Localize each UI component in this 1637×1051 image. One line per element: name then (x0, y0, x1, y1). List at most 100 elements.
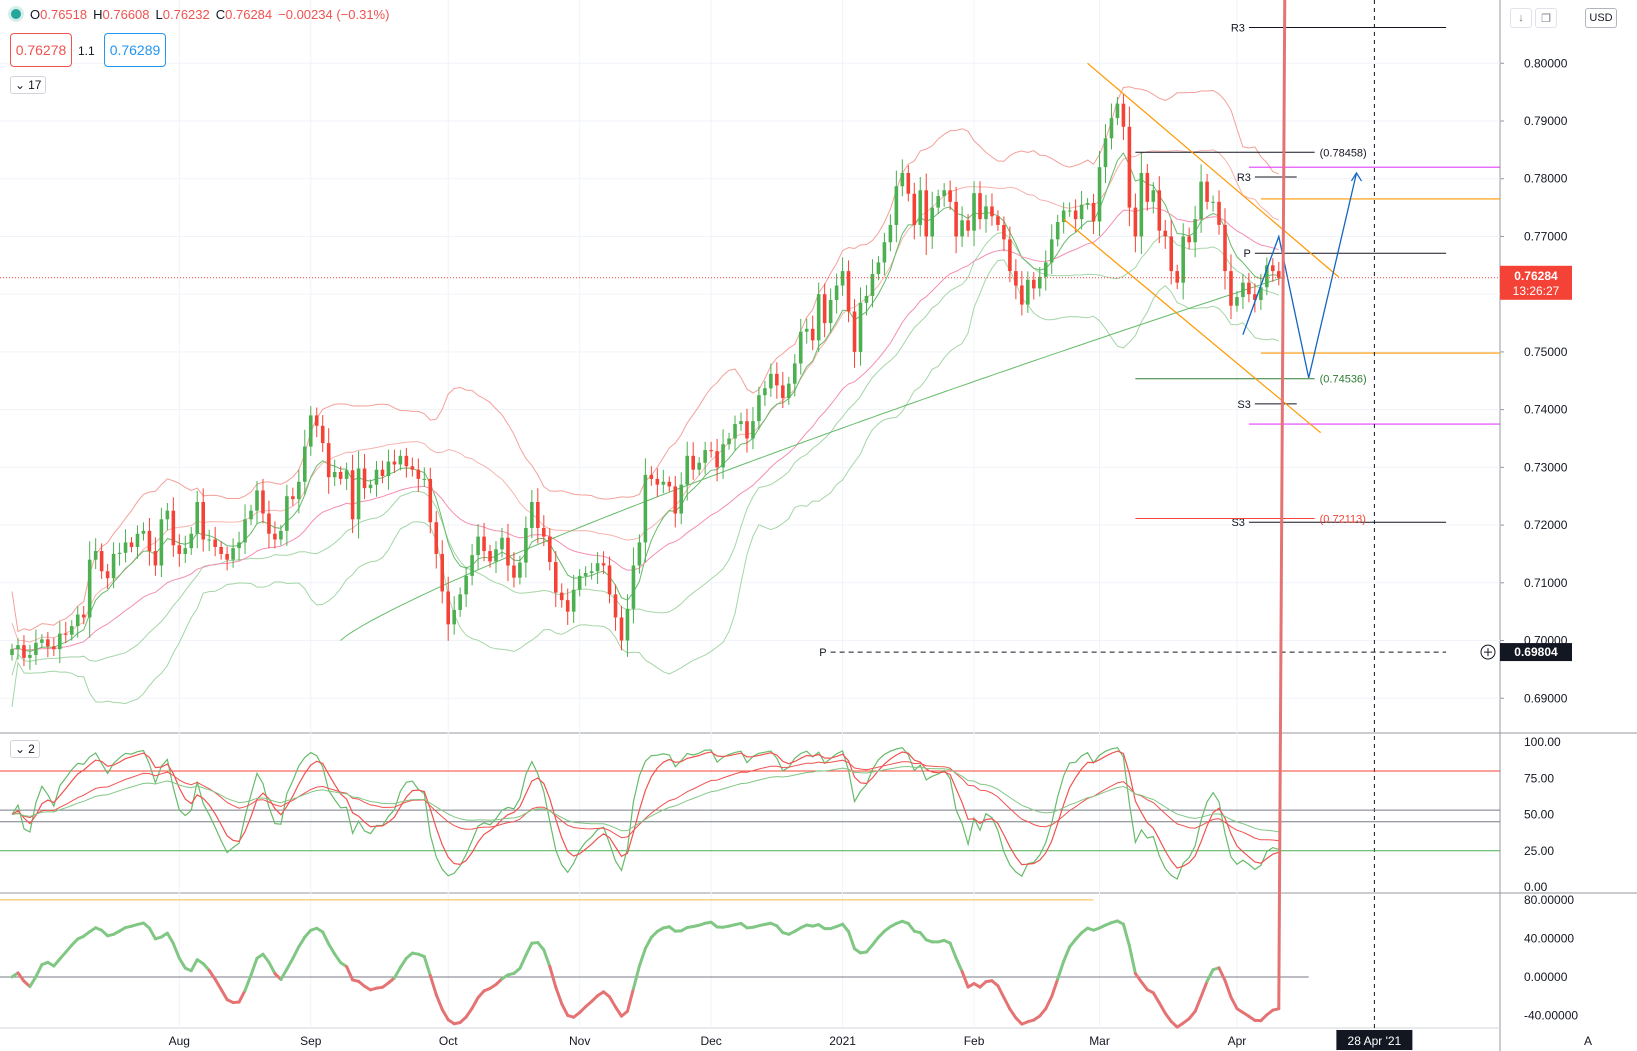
candle (159, 507, 164, 578)
momentum-segment (554, 985, 564, 1006)
candle-body (1253, 294, 1257, 300)
candle (189, 526, 194, 555)
momentum-segment (841, 922, 851, 934)
candle (392, 449, 397, 473)
momentum-segment (631, 964, 641, 991)
candle (22, 635, 26, 667)
momentum-segment (1205, 968, 1215, 983)
momentum-segment (954, 956, 964, 973)
candle (739, 412, 743, 431)
candle-body (326, 443, 331, 478)
candle-body (607, 565, 612, 595)
candle (273, 521, 277, 549)
candle-body (1002, 224, 1006, 240)
osc-tick-label: 100.00 (1524, 735, 1561, 749)
candle-body (524, 527, 528, 563)
candle (177, 534, 182, 567)
candle-body (303, 446, 307, 482)
candle-body (1008, 239, 1012, 272)
candle (942, 183, 946, 207)
candle (691, 442, 695, 480)
chevron-down-icon: ⌄ (15, 78, 26, 92)
momentum-segment (1157, 1001, 1167, 1015)
candle (984, 194, 988, 233)
candle (147, 518, 152, 566)
time-axis: Aug Sep Oct Nov Dec 2021 Feb Mar Apr 28 Apr '21 A (169, 1030, 1592, 1050)
momentum-segment (1044, 994, 1054, 1011)
candle-body (1145, 172, 1150, 202)
candle (1247, 272, 1251, 303)
restore-icon[interactable]: ❐ (1535, 8, 1557, 28)
candle-body (930, 207, 935, 237)
main-pane-badge[interactable]: ⌄ 17 (10, 76, 47, 94)
candle-body (225, 553, 229, 560)
candle-body (1121, 103, 1126, 127)
candle-body (912, 193, 917, 225)
bollinger-bands (11, 86, 1285, 707)
candle-body (476, 536, 480, 556)
candle-body (111, 553, 116, 579)
candle-body (279, 530, 283, 540)
candle-body (542, 527, 546, 537)
candle (553, 551, 558, 608)
sell-button[interactable]: 0.76278 (10, 33, 72, 67)
open-value: 0.76518 (40, 6, 88, 22)
candle (679, 472, 684, 525)
momentum-segment (1008, 1007, 1018, 1020)
countdown-text: 13:26:27 (1513, 284, 1560, 298)
auto-scale-button: A (1584, 1034, 1592, 1048)
candle-body (87, 559, 92, 618)
candle (1014, 259, 1018, 300)
candle-body (966, 220, 970, 231)
candle (16, 638, 20, 660)
candle (368, 479, 373, 494)
candle-body (888, 224, 893, 243)
candle-body (972, 193, 976, 231)
price-tick-label: 0.78000 (1524, 172, 1568, 186)
candle-body (1175, 271, 1179, 283)
candle-body (362, 468, 367, 489)
osc-pane-badge[interactable]: ⌄ 2 (10, 740, 40, 758)
candle (1145, 164, 1150, 211)
momentum-segment (440, 1007, 450, 1022)
candle-body (16, 645, 20, 650)
price-tick-label: 0.79000 (1524, 114, 1568, 128)
momentum-segment (422, 955, 432, 978)
buy-button[interactable]: 0.76289 (104, 33, 166, 67)
candle-body (948, 190, 952, 202)
candle-body (261, 490, 265, 514)
momentum-tick-label: -40.00000 (1524, 1009, 1578, 1023)
candle (46, 631, 50, 658)
candle (28, 644, 32, 670)
candle (380, 460, 385, 484)
candle (846, 260, 851, 323)
candle-body (380, 469, 385, 477)
lower-inner-band (11, 232, 1279, 676)
candle-body (34, 642, 38, 655)
candle-body (828, 299, 833, 324)
candle (858, 287, 863, 366)
candle-body (52, 646, 56, 650)
candle-body (840, 271, 845, 286)
candle-body (410, 466, 415, 470)
candle-body (75, 614, 80, 627)
candle (894, 170, 899, 243)
currency-button[interactable]: USD (1585, 8, 1617, 28)
momentum-segment (58, 950, 68, 961)
momentum-segment (518, 953, 528, 970)
candle-body (858, 302, 863, 352)
momentum-segment (219, 987, 229, 1002)
candle (362, 454, 367, 500)
candle-body (751, 421, 755, 439)
price-tick-label: 0.69000 (1524, 691, 1568, 705)
candle (207, 529, 211, 552)
candle (81, 606, 86, 625)
candle (763, 380, 767, 407)
candle (58, 621, 62, 664)
momentum-segment (1193, 995, 1203, 1013)
close-value: 0.76284 (225, 6, 273, 22)
down-arrow-icon[interactable]: ↓ (1510, 8, 1532, 28)
candle-body (876, 262, 881, 274)
candle (332, 459, 337, 487)
